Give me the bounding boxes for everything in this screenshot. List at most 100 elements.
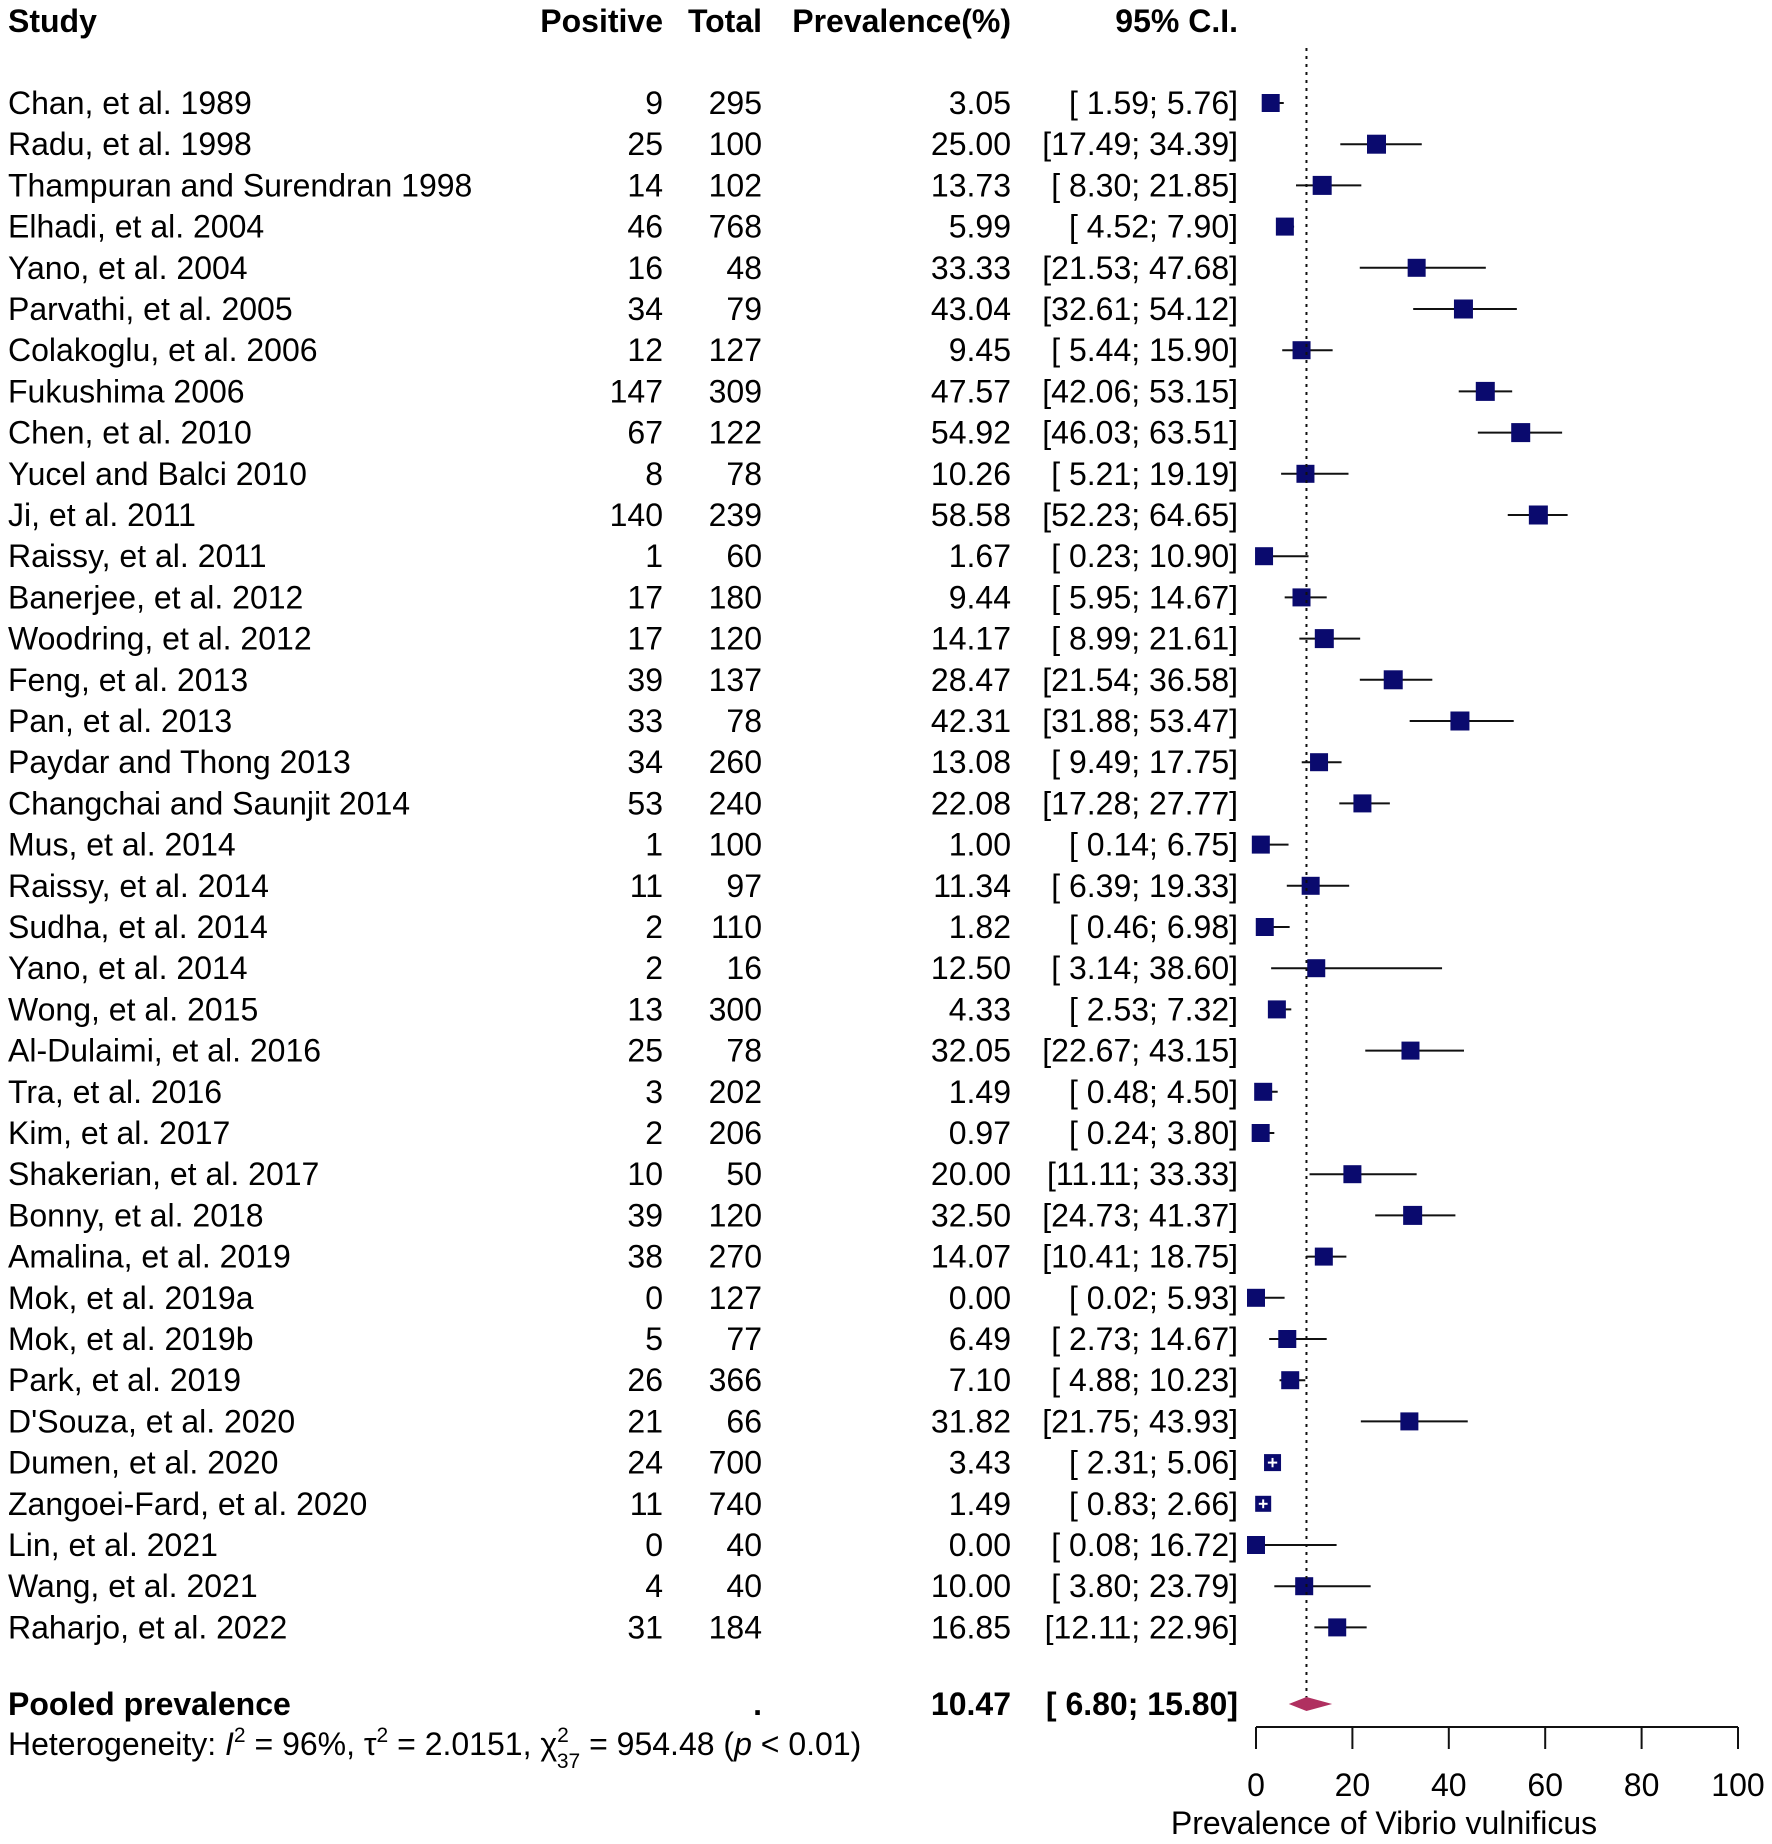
prevalence-value: 0.00 — [949, 1527, 1011, 1563]
table-row: Mus, et al. 2014 1 100 1.00 [ 0.14; 6.75] — [8, 827, 1238, 863]
positive-count: 25 — [627, 1033, 663, 1069]
total-count: 295 — [709, 85, 762, 121]
total-count: 270 — [709, 1239, 762, 1275]
positive-count: 147 — [610, 373, 663, 409]
total-count: 16 — [726, 950, 762, 986]
ci-text: [ 0.02; 5.93] — [1069, 1280, 1238, 1316]
study-square — [1383, 670, 1403, 690]
study-name: Tra, et al. 2016 — [8, 1074, 222, 1110]
table-row: Shakerian, et al. 2017 10 50 20.00 [11.11; 3… — [8, 1156, 1238, 1192]
x-axis-label: Prevalence of Vibrio vulnificus — [1171, 1805, 1597, 1841]
positive-count: 0 — [645, 1527, 663, 1563]
positive-count: 31 — [627, 1609, 663, 1645]
total-count: 122 — [709, 415, 762, 451]
study-name: Zangoei-Fard, et al. 2020 — [8, 1486, 367, 1522]
x-tick-label: 80 — [1624, 1767, 1660, 1803]
total-count: 300 — [709, 991, 762, 1027]
study-square — [1310, 753, 1329, 772]
header-ci: 95% C.I. — [1115, 3, 1238, 39]
study-name: Banerjee, et al. 2012 — [8, 579, 303, 615]
prevalence-value: 5.99 — [949, 209, 1011, 245]
study-name: Sudha, et al. 2014 — [8, 909, 268, 945]
table-row: Wang, et al. 2021 4 40 10.00 [ 3.80; 23.79] — [8, 1568, 1238, 1604]
table-row: Chen, et al. 2010 67 122 54.92 [46.03; 63.51… — [8, 415, 1238, 451]
prevalence-value: 14.07 — [931, 1239, 1011, 1275]
prevalence-value: 1.49 — [949, 1486, 1011, 1522]
study-square — [1353, 794, 1372, 813]
table-row: Bonny, et al. 2018 39 120 32.50 [24.73; 41.3… — [8, 1197, 1238, 1233]
ci-text: [ 2.53; 7.32] — [1069, 991, 1238, 1027]
total-count: 48 — [726, 250, 762, 286]
ci-text: [42.06; 53.15] — [1042, 373, 1238, 409]
study-square — [1314, 629, 1334, 649]
tau2-symbol: τ — [364, 1726, 377, 1762]
table-row: Colakoglu, et al. 2006 12 127 9.45 [ 5.44; 1… — [8, 332, 1238, 368]
ci-text: [24.73; 41.37] — [1042, 1197, 1238, 1233]
table-row: Radu, et al. 1998 25 100 25.00 [17.49; 34.39… — [8, 126, 1238, 162]
total-count: 100 — [709, 126, 762, 162]
total-count: 100 — [709, 827, 762, 863]
study-name: Park, et al. 2019 — [8, 1362, 241, 1398]
ci-text: [17.28; 27.77] — [1042, 785, 1238, 821]
positive-count: 24 — [627, 1445, 663, 1481]
positive-count: 2 — [645, 909, 663, 945]
study-name: Kim, et al. 2017 — [8, 1115, 230, 1151]
table-row: Dumen, et al. 2020 24 700 3.43 [ 2.31; 5.06] — [8, 1445, 1238, 1481]
prevalence-value: 42.31 — [931, 703, 1011, 739]
positive-count: 39 — [627, 1197, 663, 1233]
ci-text: [ 0.83; 2.66] — [1069, 1486, 1238, 1522]
prevalence-value: 4.33 — [949, 991, 1011, 1027]
study-name: Wang, et al. 2021 — [8, 1568, 258, 1604]
ci-text: [ 5.95; 14.67] — [1051, 579, 1238, 615]
prevalence-value: 7.10 — [949, 1362, 1011, 1398]
prevalence-value: 10.26 — [931, 456, 1011, 492]
study-name: Shakerian, et al. 2017 — [8, 1156, 319, 1192]
total-count: 127 — [709, 1280, 762, 1316]
x-axis: 0 20 40 60 80 100 — [1247, 1726, 1765, 1803]
study-name: Wong, et al. 2015 — [8, 991, 258, 1027]
ci-text: [ 8.30; 21.85] — [1051, 167, 1238, 203]
ci-text: [ 5.44; 15.90] — [1051, 332, 1238, 368]
positive-count: 2 — [645, 950, 663, 986]
ci-text: [ 0.48; 4.50] — [1069, 1074, 1238, 1110]
positive-count: 13 — [627, 991, 663, 1027]
prevalence-value: 13.08 — [931, 744, 1011, 780]
positive-count: 16 — [627, 250, 663, 286]
ci-text: [10.41; 18.75] — [1042, 1239, 1238, 1275]
positive-count: 1 — [645, 827, 663, 863]
table-row: Sudha, et al. 2014 2 110 1.82 [ 0.46; 6.98] — [8, 909, 1238, 945]
study-square — [1328, 1618, 1347, 1637]
prevalence-value: 1.49 — [949, 1074, 1011, 1110]
total-count: 40 — [726, 1568, 762, 1604]
table-row: Raissy, et al. 2014 11 97 11.34 [ 6.39; 19.3… — [8, 868, 1238, 904]
total-count: 180 — [709, 579, 762, 615]
pooled-estimate: 10.47 — [931, 1686, 1011, 1722]
table-row: Parvathi, et al. 2005 34 79 43.04 [32.61; 54… — [8, 291, 1238, 327]
study-name: Chan, et al. 1989 — [8, 85, 252, 121]
study-square — [1275, 217, 1294, 236]
total-count: 309 — [709, 373, 762, 409]
study-square — [1292, 341, 1311, 360]
p-value: < 0.01) — [752, 1726, 861, 1762]
chi2-symbol: χ — [540, 1726, 557, 1762]
prevalence-value: 22.08 — [931, 785, 1011, 821]
total-count: 102 — [709, 167, 762, 203]
prevalence-value: 33.33 — [931, 250, 1011, 286]
prevalence-value: 1.00 — [949, 827, 1011, 863]
study-square — [1450, 711, 1470, 731]
positive-count: 25 — [627, 126, 663, 162]
table-row: Yano, et al. 2014 2 16 12.50 [ 3.14; 38.60] — [8, 950, 1238, 986]
positive-count: 8 — [645, 456, 663, 492]
total-count: 66 — [726, 1403, 762, 1439]
total-count: 202 — [709, 1074, 762, 1110]
ci-text: [31.88; 53.47] — [1042, 703, 1238, 739]
study-name: Yano, et al. 2014 — [8, 950, 248, 986]
prevalence-value: 9.45 — [949, 332, 1011, 368]
total-count: 50 — [726, 1156, 762, 1192]
study-name: Mok, et al. 2019b — [8, 1321, 253, 1357]
x-tick-label: 100 — [1711, 1767, 1764, 1803]
heterogeneity-prefix: Heterogeneity: — [8, 1726, 225, 1762]
positive-count: 14 — [627, 167, 663, 203]
study-name: Al-Dulaimi, et al. 2016 — [8, 1033, 321, 1069]
total-count: 40 — [726, 1527, 762, 1563]
